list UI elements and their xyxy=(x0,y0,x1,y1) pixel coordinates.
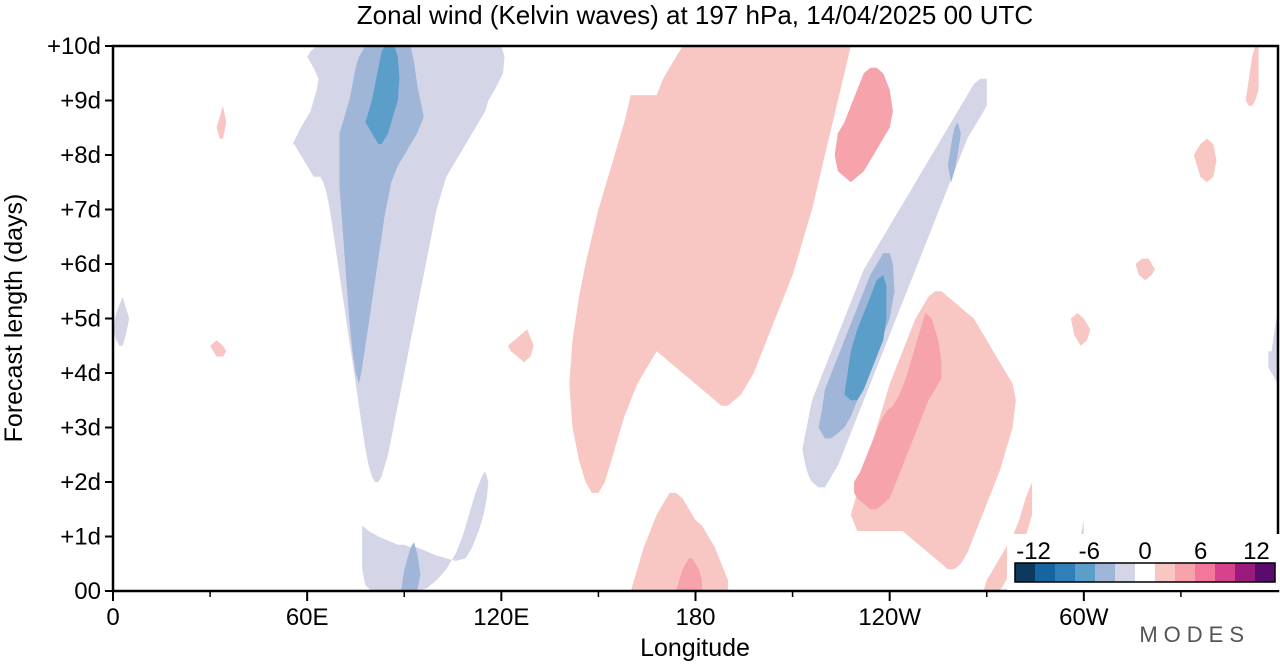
chart-title: Zonal wind (Kelvin waves) at 197 hPa, 14… xyxy=(357,0,1033,30)
contour-region xyxy=(210,340,227,357)
contour-region xyxy=(947,122,961,183)
colorbar-swatch xyxy=(1175,563,1195,582)
y-tick-label: +3d xyxy=(60,415,101,442)
colorbar-swatch xyxy=(1075,563,1095,582)
colorbar-frame xyxy=(1014,562,1276,583)
contour-region xyxy=(834,67,893,183)
colorbar-swatch xyxy=(1155,563,1175,582)
contour-region xyxy=(1193,138,1217,183)
y-tick-label: +9d xyxy=(60,88,101,115)
contour-region xyxy=(850,291,1016,570)
x-tick-label: 180 xyxy=(675,604,715,631)
y-tick-label: +6d xyxy=(60,251,101,278)
contour-region xyxy=(362,471,489,591)
y-tick-label: +2d xyxy=(60,469,101,496)
y-tick-label: +5d xyxy=(60,306,101,333)
colorbar-swatch xyxy=(1015,563,1035,582)
y-tick-label: +1d xyxy=(60,524,101,551)
y-axis-label: Forecast length (days) xyxy=(0,194,28,443)
contour-region xyxy=(1268,307,1278,384)
colorbar-swatch xyxy=(1135,563,1155,582)
colorbar-swatch xyxy=(1215,563,1235,582)
contour-region xyxy=(854,313,942,510)
x-tick-label: 120W xyxy=(858,604,921,631)
contour-region xyxy=(844,274,887,401)
colorbar-label: 0 xyxy=(1138,538,1151,565)
colorbar-swatch xyxy=(1195,563,1215,582)
colorbar-swatch xyxy=(1235,563,1255,582)
colorbar-swatch xyxy=(1115,563,1135,582)
colorbar-swatch xyxy=(1035,563,1055,582)
contour-region xyxy=(365,46,400,145)
colorbar: -12 -6 0 6 12 xyxy=(1007,534,1280,590)
y-tick-label: +10d xyxy=(47,33,101,60)
y-tick-label: 00 xyxy=(74,578,101,605)
x-tick-label: 120E xyxy=(473,604,529,631)
colorbar-swatch xyxy=(1095,563,1115,582)
y-tick-label: +7d xyxy=(60,197,101,224)
colorbar-swatch xyxy=(1055,563,1075,582)
x-tick-label: 60W xyxy=(1059,604,1109,631)
y-tick-label: +4d xyxy=(60,360,101,387)
contour-region xyxy=(676,558,702,591)
contour-region xyxy=(507,329,534,363)
x-tick-label: 0 xyxy=(106,604,119,631)
contour-region xyxy=(113,296,130,346)
contour-region xyxy=(1070,313,1091,346)
axis-ticks: 0 60E 120E 180 120W 60W 00 +1d +2d +3d +4d +5d +6d +7… xyxy=(47,33,1182,631)
contour-region xyxy=(1135,258,1155,281)
colorbar-label: 6 xyxy=(1194,538,1207,565)
contour-region xyxy=(339,46,424,384)
x-axis-label: Longitude xyxy=(640,634,750,662)
brand-logo: MODES xyxy=(1139,622,1250,647)
contour-region xyxy=(401,542,421,591)
x-tick-label: 60E xyxy=(286,604,329,631)
colorbar-label: -12 xyxy=(1016,538,1051,565)
contour-region xyxy=(630,492,728,591)
colorbar-label: -6 xyxy=(1079,538,1100,565)
colorbar-label: 12 xyxy=(1243,538,1270,565)
contour-region xyxy=(216,105,227,139)
contour-region xyxy=(1245,46,1259,106)
contour-region xyxy=(569,46,851,493)
colorbar-swatch xyxy=(1255,563,1275,582)
y-tick-label: +8d xyxy=(60,142,101,169)
